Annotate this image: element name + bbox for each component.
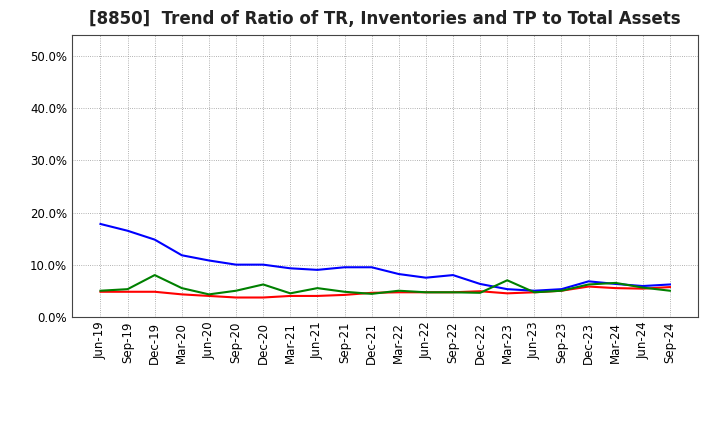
Inventories (557, 286, 566, 292)
Trade Receivables (639, 286, 647, 291)
Trade Receivables (476, 289, 485, 294)
Trade Receivables (611, 286, 620, 291)
Trade Receivables (150, 289, 159, 294)
Trade Receivables (96, 289, 105, 294)
Trade Receivables (530, 290, 539, 295)
Trade Payables (232, 288, 240, 293)
Trade Payables (611, 280, 620, 286)
Trade Payables (639, 285, 647, 290)
Inventories (123, 228, 132, 233)
Trade Receivables (449, 290, 457, 295)
Inventories (476, 281, 485, 286)
Trade Payables (259, 282, 268, 287)
Inventories (395, 271, 403, 277)
Line: Inventories: Inventories (101, 224, 670, 291)
Trade Receivables (232, 295, 240, 300)
Trade Payables (96, 288, 105, 293)
Trade Receivables (259, 295, 268, 300)
Inventories (232, 262, 240, 267)
Inventories (259, 262, 268, 267)
Trade Payables (341, 289, 349, 294)
Trade Payables (150, 272, 159, 278)
Trade Payables (286, 291, 294, 296)
Inventories (286, 266, 294, 271)
Trade Payables (421, 290, 430, 295)
Line: Trade Payables: Trade Payables (101, 275, 670, 294)
Trade Payables (204, 292, 213, 297)
Trade Receivables (395, 290, 403, 295)
Trade Payables (503, 278, 511, 283)
Trade Receivables (557, 288, 566, 293)
Inventories (313, 267, 322, 272)
Trade Receivables (341, 292, 349, 297)
Trade Payables (557, 288, 566, 293)
Inventories (449, 272, 457, 278)
Trade Receivables (123, 289, 132, 294)
Trade Receivables (367, 290, 376, 295)
Trade Receivables (584, 284, 593, 289)
Trade Receivables (503, 291, 511, 296)
Trade Receivables (286, 293, 294, 299)
Trade Payables (476, 290, 485, 295)
Trade Payables (530, 290, 539, 295)
Inventories (421, 275, 430, 280)
Inventories (96, 221, 105, 227)
Trade Payables (178, 286, 186, 291)
Line: Trade Receivables: Trade Receivables (101, 286, 670, 297)
Trade Receivables (421, 290, 430, 295)
Trade Receivables (665, 284, 674, 290)
Trade Payables (313, 286, 322, 291)
Trade Payables (395, 288, 403, 293)
Trade Payables (584, 282, 593, 287)
Trade Payables (665, 288, 674, 293)
Trade Payables (123, 286, 132, 292)
Inventories (665, 282, 674, 287)
Inventories (503, 286, 511, 292)
Inventories (584, 279, 593, 284)
Inventories (204, 258, 213, 263)
Inventories (150, 237, 159, 242)
Title: [8850]  Trend of Ratio of TR, Inventories and TP to Total Assets: [8850] Trend of Ratio of TR, Inventories… (89, 10, 681, 28)
Inventories (530, 288, 539, 293)
Trade Payables (367, 291, 376, 297)
Inventories (611, 281, 620, 286)
Trade Payables (449, 290, 457, 295)
Trade Receivables (313, 293, 322, 299)
Inventories (367, 264, 376, 270)
Inventories (178, 253, 186, 258)
Inventories (341, 264, 349, 270)
Trade Receivables (178, 292, 186, 297)
Inventories (639, 283, 647, 289)
Trade Receivables (204, 293, 213, 299)
